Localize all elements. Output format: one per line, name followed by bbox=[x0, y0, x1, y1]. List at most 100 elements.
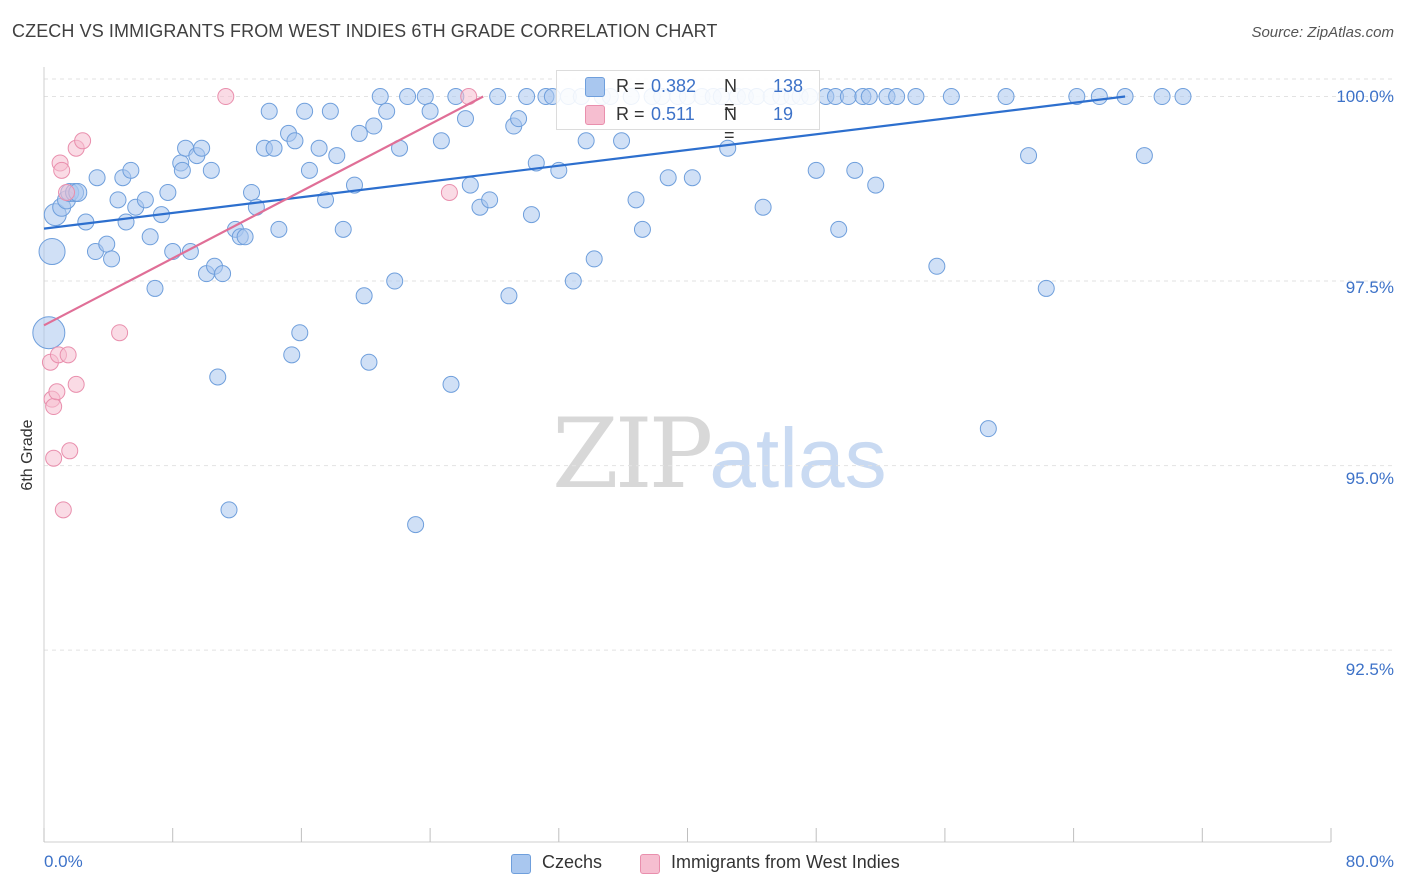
west-indies-point-16 bbox=[217, 88, 235, 106]
stats-legend: R = 0.382 N = 138 R = 0.511 N = 19 bbox=[556, 70, 820, 145]
r-value: 0.382 bbox=[651, 76, 697, 96]
czech-point-11 bbox=[103, 250, 121, 268]
czech-point-12 bbox=[109, 191, 127, 209]
czech-point-53 bbox=[328, 147, 346, 165]
czech-point-126 bbox=[907, 88, 925, 106]
watermark: ZIPatlas bbox=[552, 398, 887, 510]
czech-point-72 bbox=[461, 176, 479, 194]
west-indies-point-10 bbox=[59, 346, 77, 364]
czech-point-119 bbox=[839, 88, 857, 106]
czech-point-133 bbox=[1068, 88, 1086, 106]
czech-point-61 bbox=[378, 102, 396, 120]
czech-point-123 bbox=[867, 176, 885, 194]
west-indies-point-15 bbox=[111, 324, 129, 342]
legend-label-west-indies: Immigrants from West Indies bbox=[671, 852, 900, 872]
czech-point-74 bbox=[481, 191, 499, 209]
czech-point-66 bbox=[416, 88, 434, 106]
y-axis-title: 6th Grade bbox=[19, 419, 36, 491]
czech-point-57 bbox=[355, 287, 373, 305]
czech-legend-swatch bbox=[511, 854, 531, 874]
czech-point-132 bbox=[1037, 279, 1055, 297]
czech-point-48 bbox=[296, 102, 314, 120]
r-label: R = bbox=[616, 76, 645, 96]
czech-point-75 bbox=[489, 88, 507, 106]
czech-point-136 bbox=[1135, 147, 1153, 165]
west-indies-trend-line bbox=[43, 95, 484, 327]
west-indies-point-8 bbox=[54, 501, 72, 519]
czech-point-92 bbox=[613, 132, 631, 150]
czech-point-14 bbox=[117, 213, 135, 231]
czech-point-21 bbox=[159, 183, 177, 201]
czech-point-89 bbox=[585, 250, 603, 268]
y-tick-label-100: 100.0% bbox=[1336, 87, 1394, 106]
czech-point-37 bbox=[236, 228, 254, 246]
west-indies-swatch bbox=[585, 105, 605, 125]
x-tick-label-min: 0.0% bbox=[44, 852, 83, 871]
czech-point-120 bbox=[846, 161, 864, 179]
czech-point-38 bbox=[243, 183, 261, 201]
czech-point-33 bbox=[214, 265, 232, 283]
czech-point-69 bbox=[442, 375, 460, 393]
czech-point-86 bbox=[564, 272, 582, 290]
czech-point-130 bbox=[997, 88, 1015, 106]
r-value: 0.511 bbox=[651, 104, 695, 124]
czech-point-43 bbox=[270, 220, 288, 238]
czech-point-34 bbox=[220, 501, 238, 519]
n-value: 138 bbox=[773, 76, 804, 96]
x-tick-label-max: 80.0% bbox=[1345, 852, 1394, 871]
source-label: Source: ZipAtlas.com bbox=[1251, 24, 1394, 41]
west-indies-point-17 bbox=[440, 183, 458, 201]
czech-point-55 bbox=[345, 176, 363, 194]
czech-point-71 bbox=[456, 110, 474, 128]
czech-point-47 bbox=[291, 324, 309, 342]
czech-point-137 bbox=[1153, 88, 1171, 106]
czech-point-10 bbox=[98, 235, 116, 253]
y-tick-label-95: 95.0% bbox=[1345, 469, 1394, 488]
czech-point-60 bbox=[371, 88, 389, 106]
czech-point-58 bbox=[360, 353, 378, 371]
czech-point-78 bbox=[510, 110, 528, 128]
czech-point-8 bbox=[88, 169, 106, 187]
n-value: 19 bbox=[773, 104, 794, 124]
czech-point-64 bbox=[399, 88, 417, 106]
czech-point-49 bbox=[300, 161, 318, 179]
west-indies-point-9 bbox=[58, 183, 76, 201]
west-indies-point-4 bbox=[48, 383, 66, 401]
czech-point-32 bbox=[209, 368, 227, 386]
west-indies-point-7 bbox=[53, 161, 71, 179]
y-tick-label-92-5: 92.5% bbox=[1345, 660, 1394, 679]
czech-point-88 bbox=[577, 132, 595, 150]
czech-point-127 bbox=[928, 257, 946, 275]
czech-point-0 bbox=[38, 238, 66, 266]
watermark-zip: ZIP bbox=[552, 398, 713, 510]
czech-point-131 bbox=[1020, 147, 1038, 165]
czech-point-139 bbox=[32, 316, 66, 350]
czech-point-30 bbox=[202, 161, 220, 179]
czech-point-94 bbox=[627, 191, 645, 209]
czech-point-54 bbox=[334, 220, 352, 238]
czech-point-79 bbox=[518, 88, 536, 106]
czech-point-101 bbox=[683, 169, 701, 187]
n-label: N = bbox=[724, 104, 737, 145]
r-label: R = bbox=[616, 104, 645, 124]
west-indies-point-3 bbox=[45, 449, 63, 467]
czech-point-18 bbox=[141, 228, 159, 246]
west-indies-point-14 bbox=[74, 132, 92, 150]
czech-point-24 bbox=[173, 161, 191, 179]
czech-point-76 bbox=[500, 287, 518, 305]
czech-point-65 bbox=[407, 516, 425, 534]
czech-point-42 bbox=[265, 139, 283, 157]
czech-point-95 bbox=[633, 220, 651, 238]
czech-point-46 bbox=[286, 132, 304, 150]
czech-point-98 bbox=[659, 169, 677, 187]
czech-point-125 bbox=[888, 88, 906, 106]
czech-point-59 bbox=[365, 117, 383, 135]
czech-point-45 bbox=[283, 346, 301, 364]
czech-point-17 bbox=[136, 191, 154, 209]
czech-point-134 bbox=[1090, 88, 1108, 106]
czech-point-56 bbox=[350, 124, 368, 142]
czech-point-67 bbox=[421, 102, 439, 120]
czech-point-138 bbox=[1174, 88, 1192, 106]
czech-point-51 bbox=[317, 191, 335, 209]
